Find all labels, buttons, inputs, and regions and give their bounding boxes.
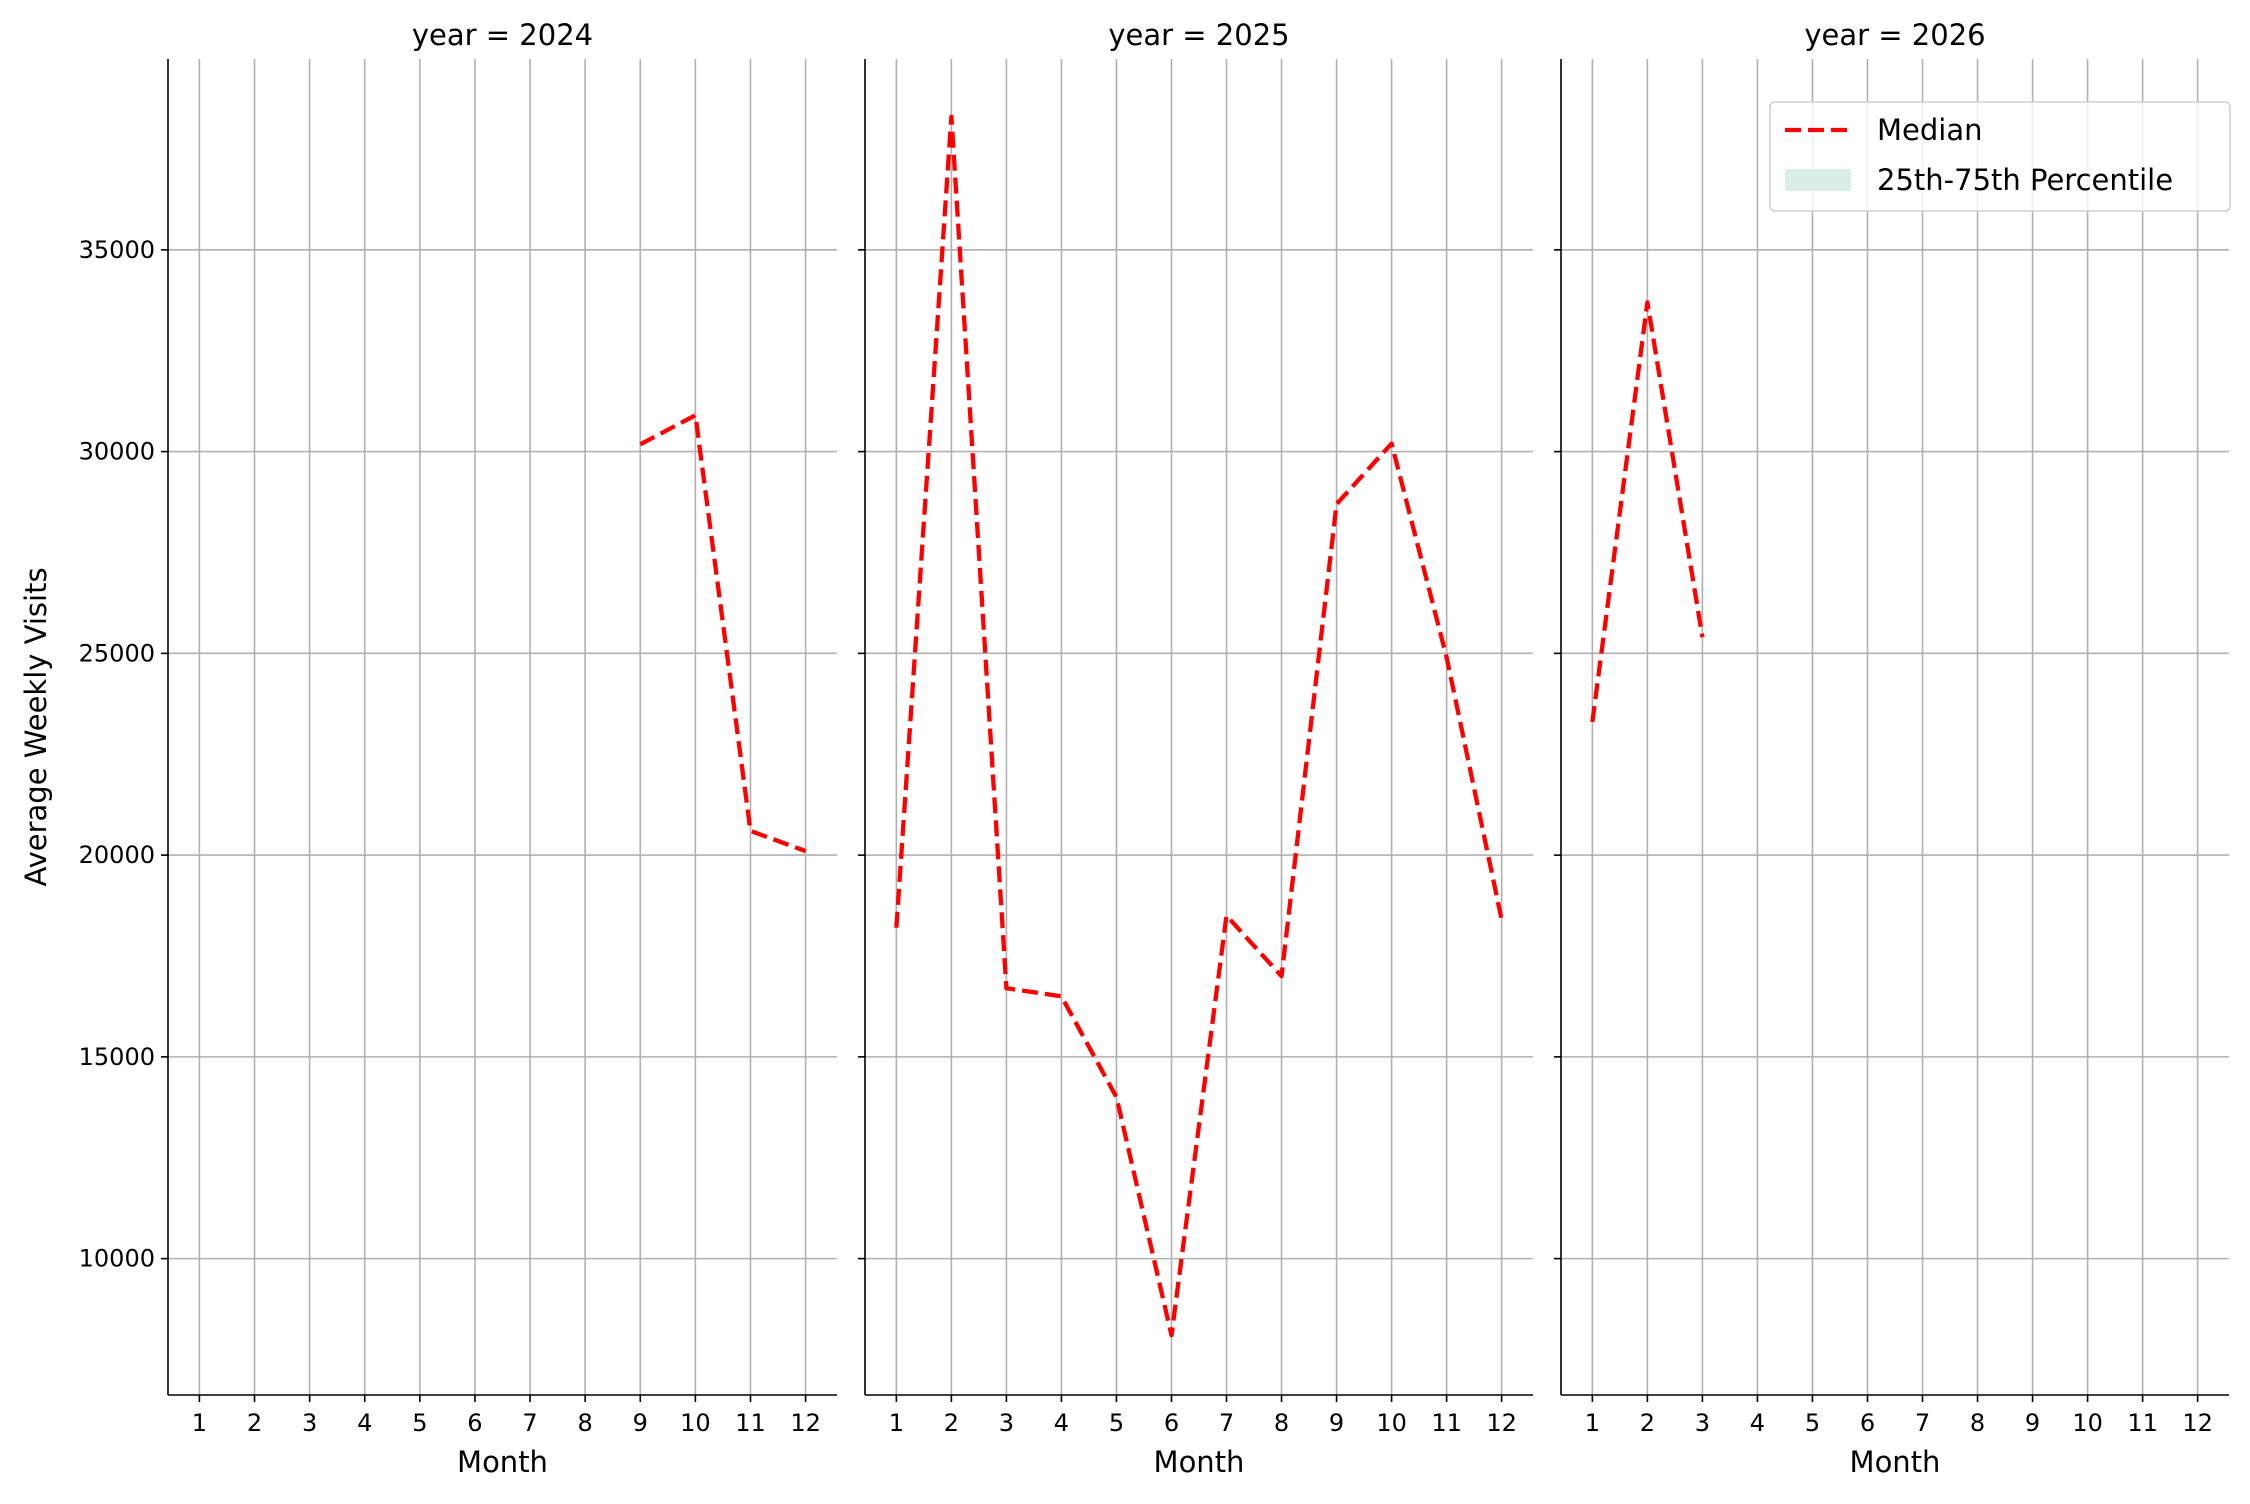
x-tick-label: 7: [522, 1409, 537, 1437]
median-line: [896, 117, 1501, 1336]
x-axis-label: Month: [1154, 1445, 1245, 1479]
x-tick-label: 8: [1274, 1409, 1289, 1437]
x-tick-label: 11: [735, 1409, 766, 1437]
x-axis-label: Month: [457, 1445, 548, 1479]
x-tick-label: 2: [944, 1409, 959, 1437]
legend-percentile-label: 25th-75th Percentile: [1877, 163, 2173, 197]
x-tick-label: 8: [578, 1409, 593, 1437]
x-tick-label: 1: [192, 1409, 207, 1437]
x-tick-label: 2: [1640, 1409, 1655, 1437]
x-tick-label: 11: [1431, 1409, 1462, 1437]
x-tick-label: 5: [412, 1409, 427, 1437]
x-tick-label: 1: [1585, 1409, 1600, 1437]
x-tick-label: 10: [1376, 1409, 1407, 1437]
x-tick-label: 5: [1805, 1409, 1820, 1437]
y-tick-label: 25000: [79, 639, 155, 667]
panel-title: year = 2025: [1108, 18, 1289, 52]
x-tick-label: 2: [247, 1409, 262, 1437]
x-tick-label: 4: [357, 1409, 372, 1437]
x-tick-label: 10: [2072, 1409, 2103, 1437]
legend-median-label: Median: [1877, 113, 1982, 147]
x-tick-label: 3: [302, 1409, 317, 1437]
y-tick-label: 35000: [79, 236, 155, 264]
x-tick-label: 9: [2025, 1409, 2040, 1437]
x-tick-label: 12: [1486, 1409, 1517, 1437]
y-tick-label: 30000: [79, 438, 155, 466]
x-tick-label: 3: [1695, 1409, 1710, 1437]
x-tick-label: 6: [1860, 1409, 1875, 1437]
panel-title: year = 2024: [412, 18, 593, 52]
x-tick-label: 5: [1109, 1409, 1124, 1437]
x-tick-label: 12: [790, 1409, 821, 1437]
x-tick-label: 1: [889, 1409, 904, 1437]
legend: Median 25th-75th Percentile: [1770, 102, 2230, 211]
y-axis-label: Average Weekly Visits: [19, 567, 53, 886]
x-tick-label: 4: [1054, 1409, 1069, 1437]
x-tick-label: 7: [1219, 1409, 1234, 1437]
x-axis-label: Month: [1850, 1445, 1941, 1479]
y-tick-label: 15000: [79, 1043, 155, 1071]
x-tick-label: 3: [999, 1409, 1014, 1437]
x-tick-label: 7: [1915, 1409, 1930, 1437]
x-tick-label: 10: [680, 1409, 711, 1437]
x-tick-label: 9: [1329, 1409, 1344, 1437]
legend-percentile-swatch: [1785, 169, 1851, 191]
median-line: [640, 415, 805, 851]
x-tick-label: 11: [2127, 1409, 2158, 1437]
x-tick-label: 12: [2182, 1409, 2213, 1437]
panel-title: year = 2026: [1804, 18, 1985, 52]
x-tick-label: 8: [1970, 1409, 1985, 1437]
x-tick-label: 6: [1164, 1409, 1179, 1437]
x-tick-label: 4: [1750, 1409, 1765, 1437]
x-tick-label: 6: [467, 1409, 482, 1437]
y-tick-label: 20000: [79, 841, 155, 869]
x-tick-label: 9: [633, 1409, 648, 1437]
y-tick-label: 10000: [79, 1245, 155, 1273]
